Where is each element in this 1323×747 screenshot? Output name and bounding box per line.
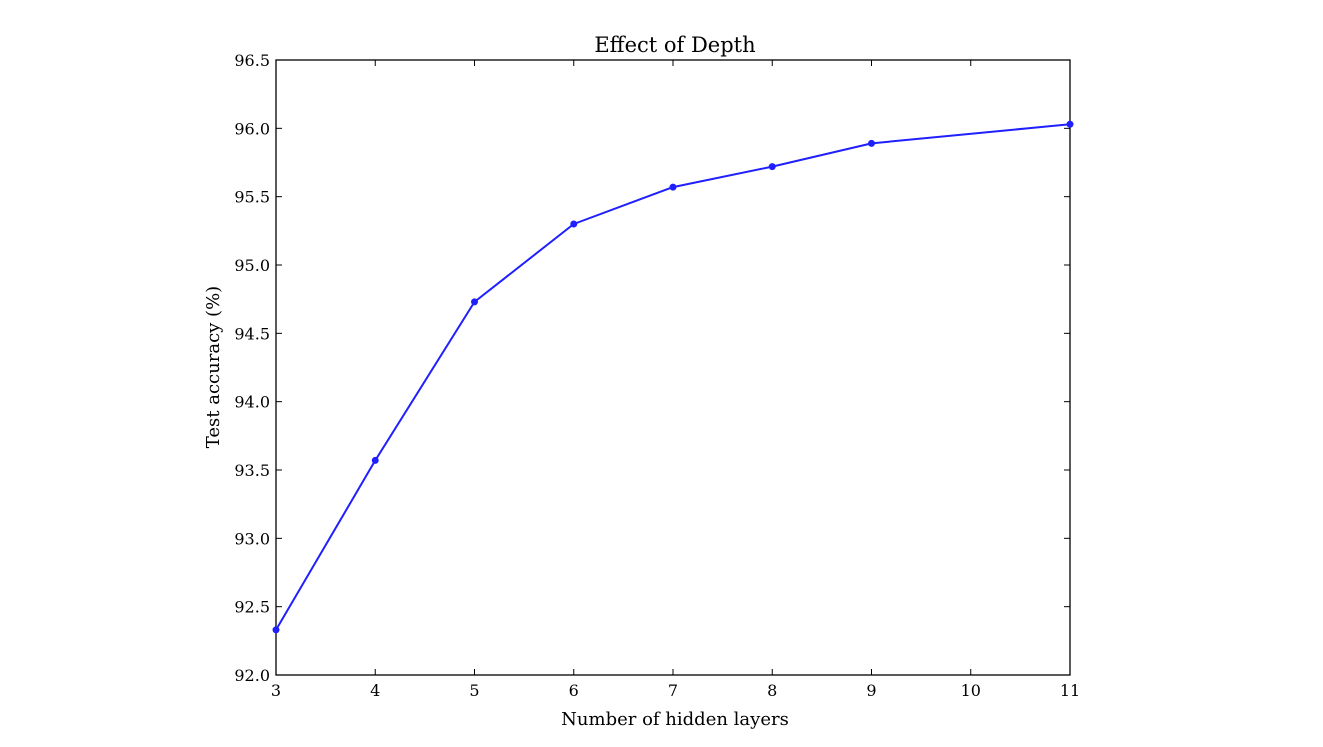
data-point xyxy=(768,163,776,171)
chart-title: Effect of Depth xyxy=(594,33,755,57)
y-tick-label: 93.0 xyxy=(234,529,270,548)
series-line xyxy=(275,123,1071,631)
x-tick-label: 8 xyxy=(767,681,777,700)
y-tick-label: 94.5 xyxy=(234,324,270,343)
y-tick-label: 96.0 xyxy=(234,119,270,138)
data-point xyxy=(868,139,875,147)
x-tick-label: 11 xyxy=(1060,681,1080,700)
data-point xyxy=(570,220,578,228)
x-tick-label: 9 xyxy=(866,681,876,700)
data-point xyxy=(669,183,677,191)
x-tick-label: 3 xyxy=(271,681,281,700)
plot-series xyxy=(272,120,1074,634)
data-point xyxy=(272,626,280,634)
data-point xyxy=(1066,120,1074,128)
y-tick-label: 94.0 xyxy=(234,393,270,412)
x-tick-label: 7 xyxy=(668,681,678,700)
data-point xyxy=(471,298,478,306)
y-tick-label: 93.5 xyxy=(234,461,270,480)
x-tick-label: 4 xyxy=(370,681,380,700)
y-tick-label: 96.5 xyxy=(234,51,270,70)
y-axis: 92.0 92.5 93.0 93.5 94.0 94.5 95.0 95.5 96.0 96.5 xyxy=(234,51,1070,685)
y-axis-title: Test accuracy (%) xyxy=(203,286,224,448)
y-tick-label: 95.0 xyxy=(234,256,270,275)
x-axis-title: Number of hidden layers xyxy=(561,709,789,730)
y-tick-label: 92.5 xyxy=(234,598,270,617)
x-tick-label: 5 xyxy=(469,681,479,700)
data-point xyxy=(371,456,379,464)
y-tick-label: 92.0 xyxy=(234,666,270,685)
x-tick-label: 6 xyxy=(569,681,579,700)
x-axis: 3 4 5 6 7 8 9 10 11 xyxy=(271,60,1080,700)
plot-frame xyxy=(275,59,1071,676)
x-tick-label: 10 xyxy=(961,681,981,700)
y-tick-label: 95.5 xyxy=(234,188,270,207)
